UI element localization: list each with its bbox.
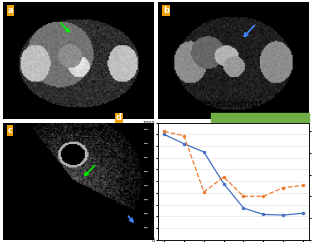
Text: d: d <box>116 113 122 122</box>
Text: b: b <box>163 6 169 15</box>
Text: everolimus: everolimus <box>203 99 264 109</box>
Text: c: c <box>7 126 13 135</box>
Text: a: a <box>7 6 13 15</box>
Bar <box>211 113 309 121</box>
Y-axis label: U/ml: U/ml <box>136 175 141 187</box>
